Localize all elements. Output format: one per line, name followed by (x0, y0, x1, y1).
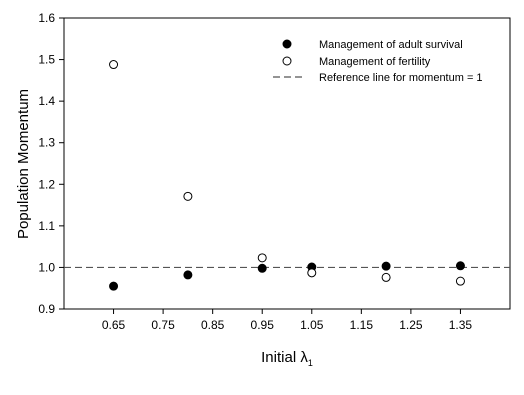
y-axis-title: Population Momentum (15, 89, 32, 239)
x-tick-label: 0.85 (201, 318, 225, 332)
x-tick-label: 1.35 (449, 318, 473, 332)
legend-marker-fertility (282, 56, 292, 66)
y-tick-label: 1.5 (38, 53, 55, 67)
fertility-point (307, 268, 317, 278)
fertility-point (109, 60, 119, 70)
y-tick-label: 1.3 (38, 136, 55, 150)
x-axis-title-subscript: 1 (308, 358, 313, 368)
fertility-point (381, 272, 391, 282)
adult-survival-point (455, 261, 465, 271)
adult-survival-point (257, 263, 267, 273)
fertility-point (455, 276, 465, 286)
adult-survival-point (183, 270, 193, 280)
x-tick-label: 0.95 (251, 318, 275, 332)
y-tick-label: 1.0 (38, 260, 55, 274)
plot-frame (63, 17, 511, 310)
y-tick-label: 1.1 (38, 219, 55, 233)
y-tick-label: 0.9 (38, 302, 55, 316)
x-tick-label: 1.25 (399, 318, 423, 332)
legend: Management of adult survival Management … (273, 39, 483, 84)
legend-label-fertility: Management of fertility (319, 56, 431, 68)
fertility-point (257, 253, 267, 263)
adult-survival-point (381, 261, 391, 271)
x-tick-label: 1.05 (300, 318, 324, 332)
fertility-point (183, 191, 193, 201)
y-tick-label: 1.4 (38, 94, 55, 108)
x-axis-title: Initial λ1 (261, 349, 313, 368)
legend-marker-adult-survival (282, 39, 292, 49)
x-axis-title-main: Initial λ (261, 349, 308, 366)
adult-survival-point (109, 281, 119, 291)
y-tick-label: 1.2 (38, 177, 55, 191)
legend-label-adult-survival: Management of adult survival (319, 39, 463, 51)
x-tick-label: 1.15 (350, 318, 374, 332)
y-tick-label: 1.6 (38, 11, 55, 25)
x-tick-label: 0.75 (151, 318, 175, 332)
x-tick-label: 0.65 (102, 318, 126, 332)
legend-label-reference-line: Reference line for momentum = 1 (319, 72, 483, 84)
